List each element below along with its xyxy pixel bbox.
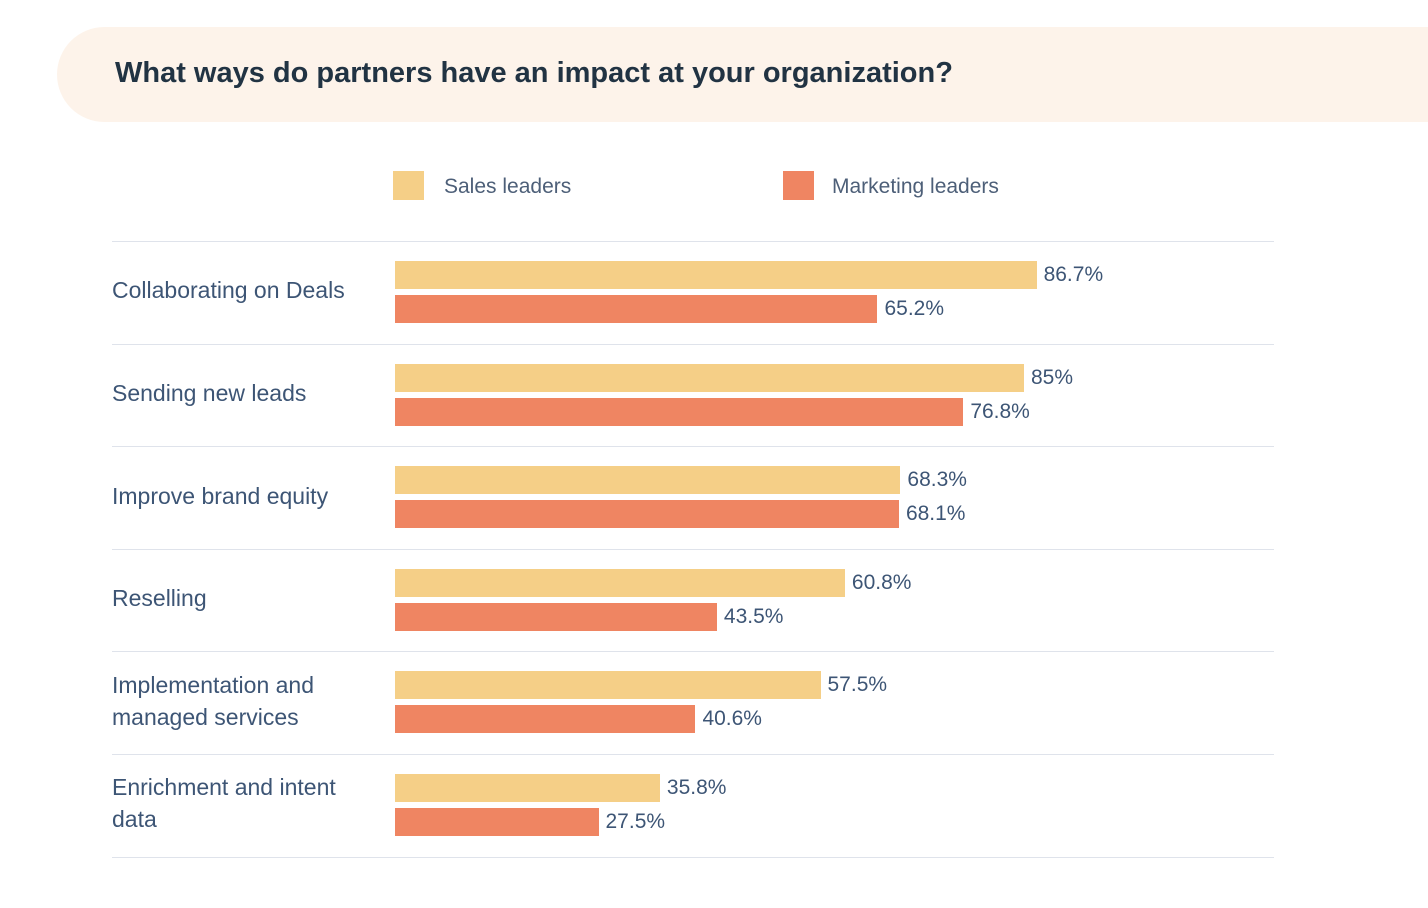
category-label: Improve brand equity bbox=[112, 482, 329, 509]
value-label: 43.5% bbox=[723, 604, 784, 628]
bar-marketing bbox=[395, 602, 717, 631]
category-label: Implementation and managed services bbox=[112, 671, 315, 730]
title-banner: What ways do partners have an impact at … bbox=[57, 27, 1428, 122]
bar-marketing bbox=[395, 397, 964, 426]
category-label: Collaborating on Deals bbox=[112, 277, 345, 304]
bar-marketing bbox=[395, 500, 899, 529]
row-divider bbox=[112, 446, 1274, 448]
chart-title: What ways do partners have an impact at … bbox=[115, 57, 953, 89]
bar-marketing bbox=[395, 295, 878, 323]
value-label: 76.8% bbox=[970, 399, 1030, 423]
bar-sales bbox=[395, 363, 1024, 392]
bar-sales bbox=[395, 261, 1037, 289]
legend-swatch-sales bbox=[393, 171, 424, 200]
row-divider bbox=[112, 241, 1274, 242]
value-label: 85% bbox=[1031, 365, 1074, 389]
row-divider bbox=[112, 651, 1274, 653]
bar-sales bbox=[395, 774, 660, 802]
bar-sales bbox=[395, 671, 821, 700]
value-label: 40.6% bbox=[702, 707, 762, 731]
row-divider bbox=[112, 548, 1274, 550]
category-label: Reselling bbox=[112, 585, 207, 612]
row-divider bbox=[112, 856, 1274, 858]
bar-marketing bbox=[395, 705, 696, 734]
bar-marketing bbox=[395, 808, 599, 836]
legend-label-marketing: Marketing leaders bbox=[832, 175, 999, 198]
value-label: 68.1% bbox=[905, 502, 966, 526]
value-label: 60.8% bbox=[851, 570, 912, 594]
value-label: 57.5% bbox=[827, 673, 888, 697]
bar-sales bbox=[395, 568, 845, 597]
row-divider bbox=[112, 754, 1274, 755]
legend-swatch-marketing bbox=[783, 171, 814, 200]
value-label: 68.3% bbox=[907, 468, 967, 492]
category-label: Sending new leads bbox=[112, 379, 307, 406]
value-label: 86.7% bbox=[1043, 263, 1104, 286]
value-label: 65.2% bbox=[884, 297, 945, 320]
value-label: 35.8% bbox=[666, 776, 727, 799]
value-label: 27.5% bbox=[605, 810, 666, 833]
legend-label-sales: Sales leaders bbox=[444, 175, 572, 198]
bar-sales bbox=[395, 466, 901, 495]
row-divider bbox=[112, 343, 1274, 345]
category-label: Enrichment and intent data bbox=[112, 774, 336, 833]
